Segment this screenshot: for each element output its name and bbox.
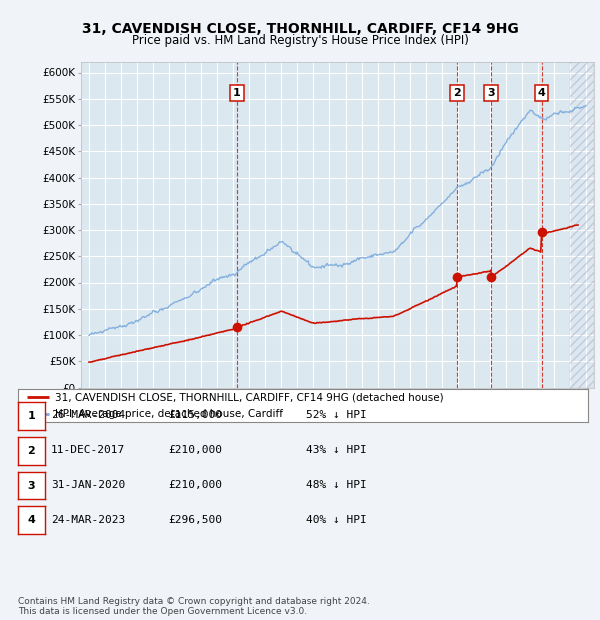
Text: 26-MAR-2004: 26-MAR-2004	[51, 410, 125, 420]
Text: 52% ↓ HPI: 52% ↓ HPI	[306, 410, 367, 420]
Text: HPI: Average price, detached house, Cardiff: HPI: Average price, detached house, Card…	[55, 409, 283, 419]
Text: 2: 2	[28, 446, 35, 456]
Text: Price paid vs. HM Land Registry's House Price Index (HPI): Price paid vs. HM Land Registry's House …	[131, 34, 469, 47]
Text: 4: 4	[538, 88, 545, 98]
Text: 3: 3	[487, 88, 495, 98]
Text: £296,500: £296,500	[168, 515, 222, 525]
Text: 1: 1	[28, 411, 35, 421]
Text: 24-MAR-2023: 24-MAR-2023	[51, 515, 125, 525]
Text: 43% ↓ HPI: 43% ↓ HPI	[306, 445, 367, 455]
Text: £115,000: £115,000	[168, 410, 222, 420]
Text: 31, CAVENDISH CLOSE, THORNHILL, CARDIFF, CF14 9HG: 31, CAVENDISH CLOSE, THORNHILL, CARDIFF,…	[82, 22, 518, 36]
Text: 11-DEC-2017: 11-DEC-2017	[51, 445, 125, 455]
Text: 1: 1	[233, 88, 241, 98]
Text: 40% ↓ HPI: 40% ↓ HPI	[306, 515, 367, 525]
Text: 31, CAVENDISH CLOSE, THORNHILL, CARDIFF, CF14 9HG (detached house): 31, CAVENDISH CLOSE, THORNHILL, CARDIFF,…	[55, 392, 443, 402]
Text: 2: 2	[453, 88, 461, 98]
Text: £210,000: £210,000	[168, 445, 222, 455]
Text: 4: 4	[28, 515, 35, 525]
Text: 48% ↓ HPI: 48% ↓ HPI	[306, 480, 367, 490]
Text: 31-JAN-2020: 31-JAN-2020	[51, 480, 125, 490]
Text: £210,000: £210,000	[168, 480, 222, 490]
Text: Contains HM Land Registry data © Crown copyright and database right 2024.: Contains HM Land Registry data © Crown c…	[18, 597, 370, 606]
Text: 3: 3	[28, 480, 35, 490]
Text: This data is licensed under the Open Government Licence v3.0.: This data is licensed under the Open Gov…	[18, 606, 307, 616]
